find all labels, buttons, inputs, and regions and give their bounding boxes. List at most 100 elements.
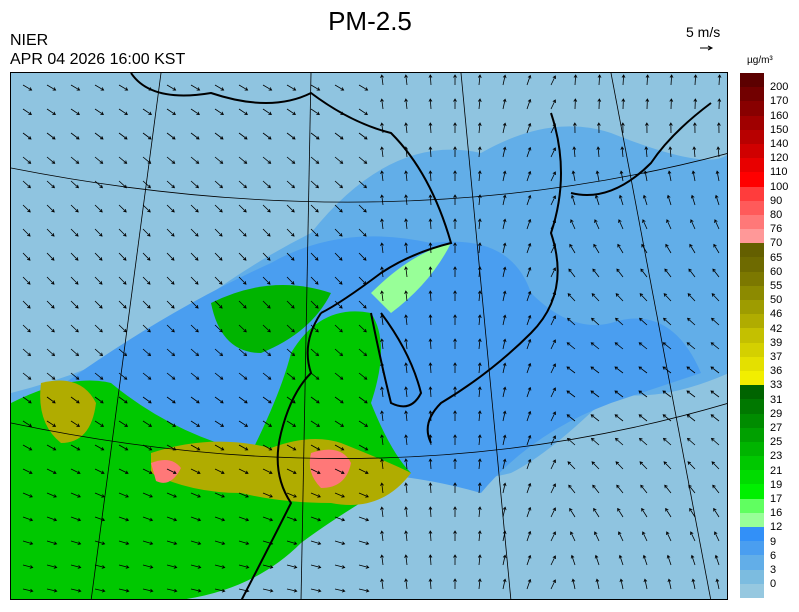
colorbar-label: 0 (770, 578, 777, 591)
wind-arrow-icon (566, 437, 576, 446)
wind-arrow-icon (712, 484, 720, 494)
colorbar-label: 90 (770, 194, 783, 207)
wind-arrow-icon (166, 276, 175, 285)
wind-arrow-icon (142, 180, 151, 189)
wind-arrow-icon (358, 588, 370, 593)
wind-arrow-icon (666, 531, 672, 542)
wind-arrow-icon (640, 484, 648, 494)
wind-arrow-icon (428, 362, 433, 374)
wind-arrow-icon (94, 324, 103, 333)
wind-arrow-icon (526, 554, 532, 566)
wind-arrow-icon (502, 578, 507, 590)
wind-arrow-icon (142, 468, 153, 475)
wind-arrow-icon (334, 588, 346, 593)
wind-arrow-icon (70, 180, 79, 189)
wind-arrow-icon (477, 74, 482, 86)
colorbar-label: 21 (770, 464, 783, 477)
wind-arrow-icon (94, 588, 106, 593)
wind-arrow-icon (715, 170, 720, 182)
wind-arrow-icon (214, 492, 225, 498)
colorbar-bin (740, 456, 764, 471)
wind-arrow-icon (142, 516, 154, 522)
wind-arrow-icon (643, 578, 648, 590)
wind-arrow-icon (502, 122, 507, 134)
wind-arrow-icon (142, 228, 151, 237)
wind-arrow-icon (642, 531, 648, 542)
wind-arrow-icon (22, 588, 34, 593)
wind-arrow-icon (453, 506, 457, 518)
wind-arrow-icon (380, 266, 384, 278)
wind-arrow-icon (46, 252, 55, 261)
wind-arrow-icon (334, 132, 344, 140)
wind-arrow-icon (571, 170, 576, 182)
wind-arrow-icon (428, 218, 433, 230)
wind-arrow-icon (166, 300, 175, 309)
wind-arrow-icon (711, 317, 720, 326)
wind-arrow-icon (286, 396, 296, 404)
wind-arrow-icon (526, 338, 532, 350)
wind-arrow-icon (453, 290, 457, 302)
wind-arrow-icon (550, 435, 557, 446)
wind-arrow-icon (668, 146, 673, 158)
wind-arrow-icon (686, 437, 696, 446)
wind-arrow-icon (334, 228, 343, 237)
wind-arrow-icon (640, 268, 648, 278)
wind-arrow-icon (286, 324, 295, 333)
wind-arrow-icon (567, 317, 576, 326)
wind-arrow-icon (70, 204, 79, 213)
wind-arrow-icon (526, 122, 532, 134)
wind-arrow-icon (569, 507, 576, 518)
colorbar-bin (740, 314, 764, 329)
colorbar-label: 16 (770, 507, 783, 520)
wind-arrow-icon (453, 482, 457, 494)
wind-arrow-icon (238, 276, 247, 285)
colorbar-bin (740, 143, 764, 159)
wind-arrow-icon (166, 108, 176, 115)
wind-arrow-icon (334, 564, 346, 569)
wind-arrow-icon (190, 84, 201, 91)
wind-arrow-icon (214, 132, 224, 140)
wind-arrow-icon (550, 555, 557, 566)
wind-arrow-icon (716, 122, 721, 134)
wind-arrow-icon (262, 372, 272, 380)
wind-arrow-icon (688, 484, 696, 494)
wind-arrow-icon (142, 84, 153, 91)
wind-arrow-icon (286, 468, 297, 475)
colorbar-bin (740, 229, 764, 244)
wind-arrow-icon (142, 108, 152, 115)
wind-arrow-icon (693, 98, 698, 110)
wind-arrow-icon (477, 362, 482, 374)
wind-arrow-icon (380, 386, 384, 398)
wind-arrow-icon (310, 564, 322, 569)
wind-arrow-icon (616, 268, 624, 278)
wind-arrow-icon (638, 342, 648, 350)
wind-arrow-icon (286, 132, 296, 140)
wind-arrow-icon (404, 578, 408, 590)
wind-arrow-icon (715, 578, 720, 590)
wind-arrow-icon (686, 390, 696, 398)
wind-arrow-icon (502, 554, 507, 566)
wind-arrow-icon (334, 396, 344, 404)
wind-arrow-icon (380, 74, 384, 86)
wind-arrow-icon (404, 506, 408, 518)
wind-arrow-icon (262, 348, 272, 357)
wind-arrow-icon (713, 507, 720, 518)
wind-arrow-icon (214, 252, 223, 261)
wind-arrow-icon (566, 414, 576, 422)
wind-arrow-icon (238, 372, 248, 380)
wind-arrow-icon (94, 564, 106, 569)
wind-arrow-icon (310, 492, 321, 498)
wind-arrow-icon (572, 146, 577, 158)
colorbar-label: 200 (770, 81, 789, 94)
wind-arrow-icon (166, 396, 176, 404)
wind-arrow-icon (22, 276, 31, 285)
wind-arrow-icon (665, 243, 672, 254)
wind-arrow-icon (310, 348, 320, 357)
wind-arrow-icon (570, 219, 576, 230)
wind-arrow-icon (428, 482, 433, 494)
wind-arrow-icon (286, 540, 298, 546)
wind-arrow-icon (238, 588, 250, 593)
wind-arrow-icon (334, 324, 343, 333)
wind-arrow-icon (262, 492, 273, 498)
colorbar-bin (740, 370, 764, 386)
